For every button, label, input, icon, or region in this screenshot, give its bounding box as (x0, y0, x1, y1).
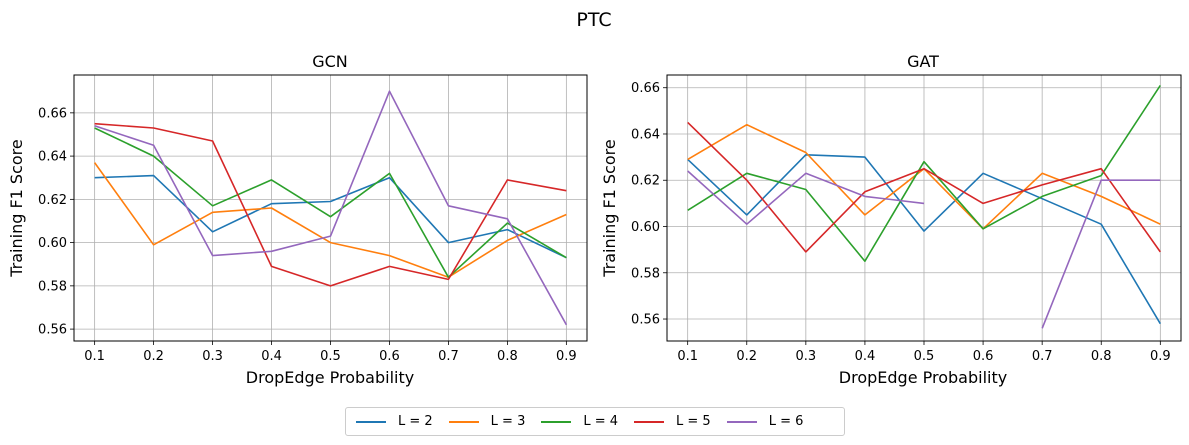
chart-gcn-ticks: 0.1 0.2 0.3 0.4 0.5 0.6 0.7 0.8 0.9 0.56 0.58 0.60 0… (38, 106, 577, 364)
series-line-gcn-3 (93, 162, 567, 278)
x-tick-label: 0.4 (855, 349, 876, 364)
legend-item: L = 5 (634, 414, 711, 429)
y-tick-label: 0.58 (38, 279, 67, 294)
series-line-gcn-5 (94, 122, 567, 287)
x-tick-label: 0.2 (736, 349, 757, 364)
y-tick-label: 0.56 (631, 313, 660, 328)
legend-swatch (541, 420, 572, 423)
series-line-gat-5 (687, 121, 1161, 253)
legend-item: L = 2 (356, 414, 433, 429)
chart-gat: GAT 0.1 0.2 0.3 0.4 0.5 0.6 0.7 0.8 0.90.560.580… (600, 52, 1182, 387)
x-tick-label: 0.9 (556, 349, 577, 364)
legend-swatch (726, 420, 757, 423)
legend-item: L = 3 (448, 414, 526, 429)
y-tick-label: 0.64 (631, 127, 660, 142)
series-line-gcn-4 (94, 127, 567, 278)
x-tick-label: 0.4 (261, 349, 282, 364)
y-tick-label: 0.66 (631, 81, 660, 96)
y-tick-label: 0.66 (38, 106, 67, 121)
y-tick-label: 0.58 (631, 266, 660, 281)
legend-label: L = 4 (583, 414, 619, 429)
chart-gcn-series (93, 90, 568, 326)
y-tick-label: 0.62 (631, 174, 660, 189)
legend-label: L = 6 (768, 414, 804, 429)
x-tick-label: 0.7 (438, 349, 459, 364)
series-line-gat-6 (687, 170, 1161, 329)
chart-gat-grid (667, 75, 1181, 341)
x-tick-label: 0.8 (1091, 349, 1112, 364)
series-line-gcn-6 (94, 90, 568, 326)
x-tick-label: 0.6 (379, 349, 400, 364)
series-line-gcn-2 (94, 174, 567, 259)
y-tick-label: 0.60 (38, 236, 67, 251)
chart-gat-ticks: 0.1 0.2 0.3 0.4 0.5 0.6 0.7 0.8 0.9 0.56 0.58 0.60 0… (631, 81, 1171, 364)
chart-gat-ylabel: Training F1 Score (600, 139, 619, 278)
x-tick-label: 0.5 (914, 349, 935, 364)
x-tick-label: 0.1 (677, 349, 698, 364)
series-line-gat-2 (687, 154, 1161, 325)
legend-label: L = 3 (490, 414, 526, 429)
figure-suptitle: PTC (576, 9, 611, 31)
legend-label: L = 2 (398, 414, 433, 429)
chart-gcn: GCN 0.1 0.2 0.3 0.4 0.5 0.6 0.7 0.8 0.90.560.580… (7, 52, 588, 387)
legend-item: L = 4 (541, 414, 618, 429)
x-tick-label: 0.6 (973, 349, 994, 364)
x-tick-label: 0.3 (202, 349, 223, 364)
legend-swatch (634, 420, 665, 423)
chart-gcn-ylabel: Training F1 Score (7, 139, 26, 278)
legend-label: L = 5 (676, 414, 711, 429)
x-tick-label: 0.7 (1032, 349, 1053, 364)
series-line-gat-4 (687, 84, 1161, 262)
chart-gat-title: GAT (907, 52, 939, 71)
y-tick-label: 0.62 (38, 193, 67, 208)
x-tick-label: 0.8 (497, 349, 518, 364)
x-tick-label: 0.5 (320, 349, 341, 364)
legend-item: L = 6 (726, 414, 804, 429)
chart-gat-series (687, 84, 1161, 329)
x-tick-label: 0.2 (143, 349, 164, 364)
y-tick-label: 0.60 (631, 220, 660, 235)
chart-gat-xlabel: DropEdge Probability (839, 368, 1007, 387)
chart-gcn-title: GCN (312, 52, 348, 71)
legend-swatch (356, 420, 386, 423)
x-tick-label: 0.1 (84, 349, 105, 364)
x-tick-label: 0.9 (1150, 349, 1171, 364)
chart-gcn-xlabel: DropEdge Probability (246, 368, 414, 387)
y-tick-label: 0.64 (38, 150, 67, 165)
y-tick-label: 0.56 (38, 323, 67, 338)
legend-swatch (448, 420, 479, 423)
x-tick-label: 0.3 (795, 349, 816, 364)
chart-gcn-grid (74, 75, 587, 341)
legend: L = 2 L = 3 L = 4 L = 5 L = 6 (345, 407, 845, 436)
